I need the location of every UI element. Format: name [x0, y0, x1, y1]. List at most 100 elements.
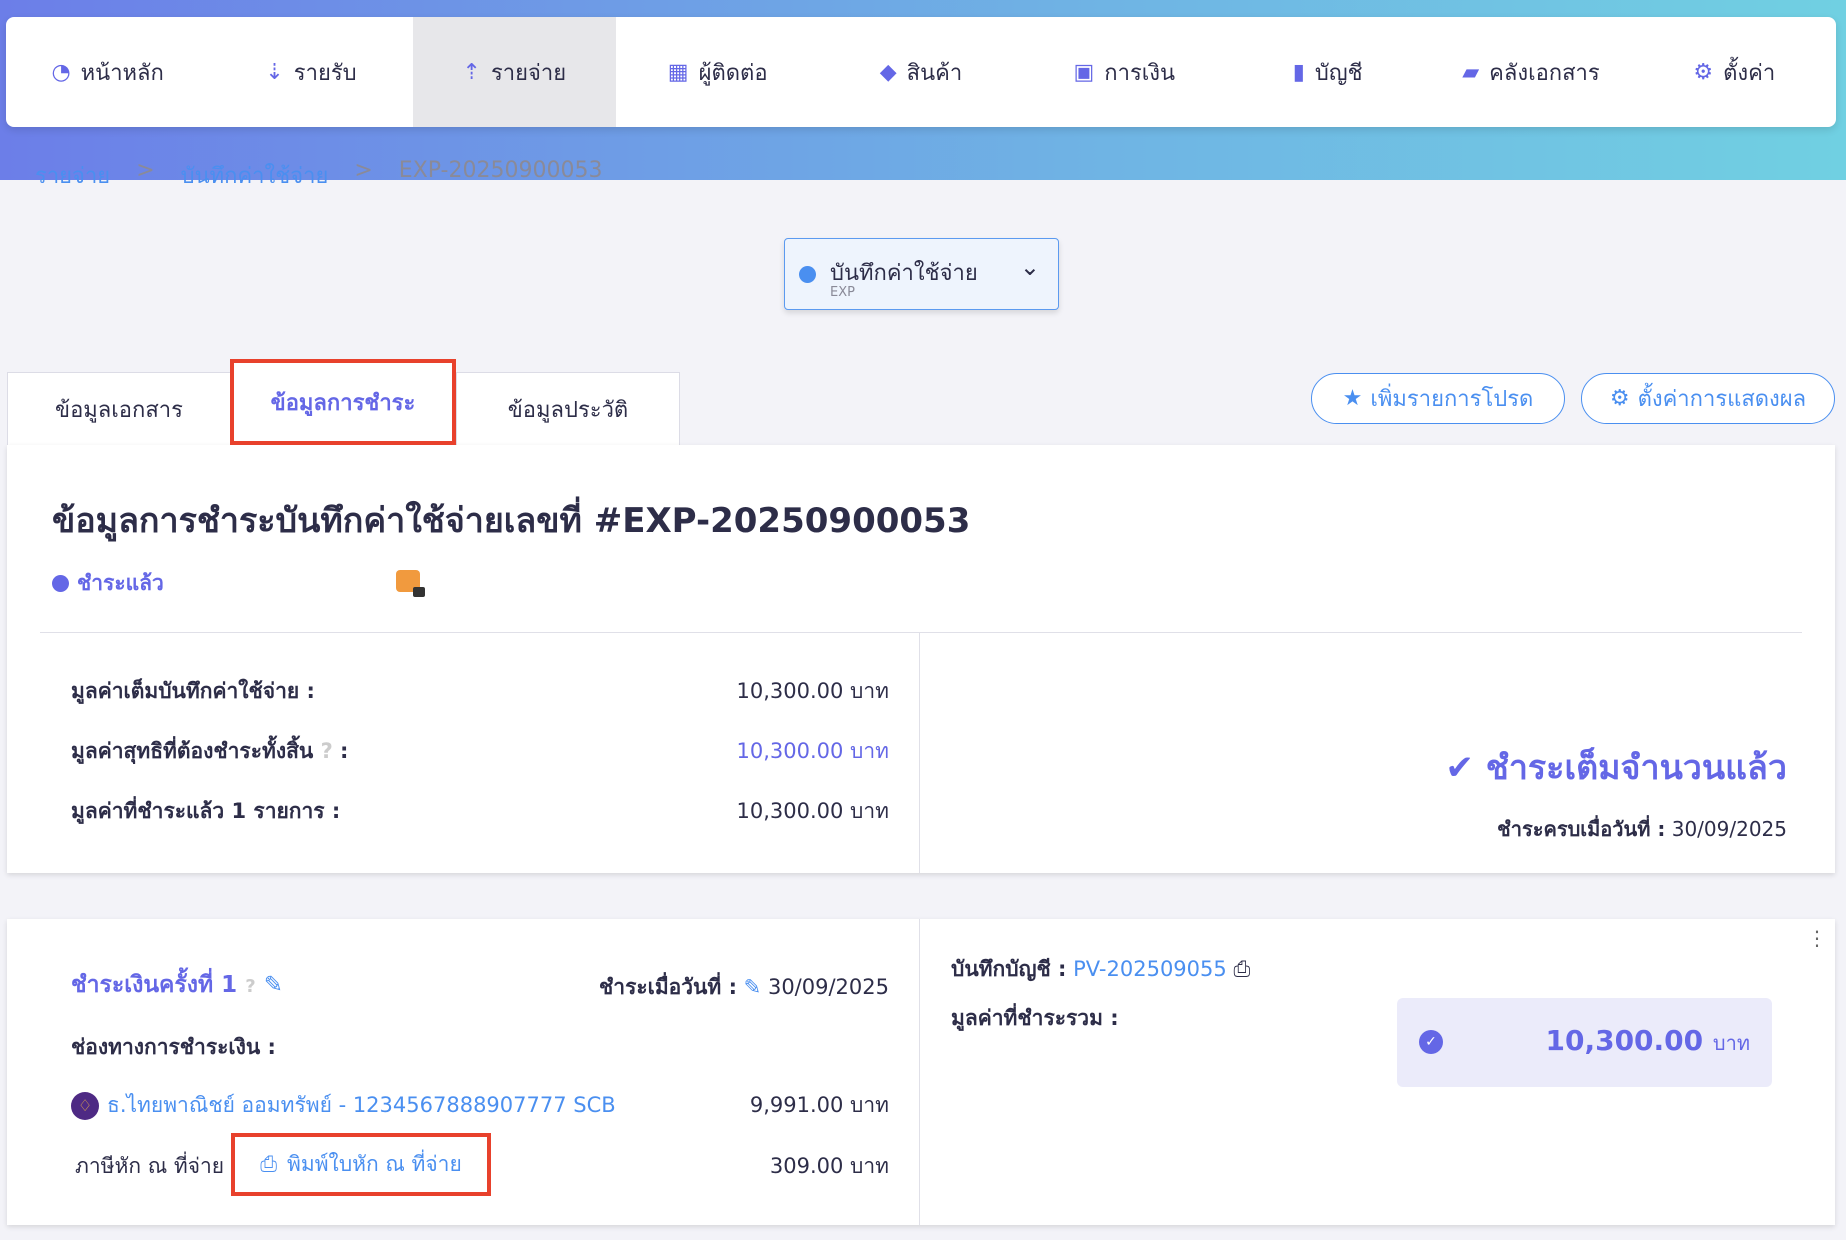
page-title: ข้อมูลการชำระบันทึกค่าใช้จ่ายเลขที่ #EXP…: [52, 501, 971, 541]
breadcrumb-expense[interactable]: รายจ่าย: [35, 164, 111, 189]
nav-label: สินค้า: [906, 60, 963, 86]
nav-expense[interactable]: ⇡ รายจ่าย: [412, 17, 616, 127]
journal-label: บันทึกบัญชี :: [951, 957, 1067, 981]
journal-link[interactable]: PV-202509055: [1073, 957, 1227, 981]
divider: [919, 919, 920, 1225]
summary-rows: มูลค่าเต็มบันทึกค่าใช้จ่าย : 10,300.00 บา…: [71, 675, 889, 855]
expense-icon: ⇡: [462, 59, 481, 85]
nav-label: คลังเอกสาร: [1489, 60, 1600, 86]
more-options-icon[interactable]: ⋮: [1807, 926, 1827, 950]
row-label: มูลค่าเต็มบันทึกค่าใช้จ่าย :: [71, 679, 315, 703]
bank-row: ♢ ธ.ไทยพาณิชย์ ออมทรัพย์ - 12345678889077…: [71, 1089, 889, 1122]
document-type-label: บันทึกค่าใช้จ่าย: [830, 261, 978, 286]
breadcrumb-separator: >: [354, 158, 373, 183]
row-value: 10,300.00 บาท: [736, 679, 889, 703]
nav-products[interactable]: ◆ สินค้า: [819, 17, 1022, 127]
nav-finance[interactable]: ▣ การเงิน: [1023, 17, 1226, 127]
total-amount-value: 10,300.00: [1545, 1024, 1704, 1057]
nav-label: รายจ่าย: [490, 60, 567, 86]
box-icon: ◆: [879, 59, 897, 85]
display-settings-label: ตั้งค่าการแสดงผล: [1637, 387, 1807, 412]
gear-icon: ⚙: [1693, 59, 1714, 85]
lock-icon: [396, 570, 425, 597]
nav-label: รายรับ: [293, 60, 357, 86]
edit-date-icon[interactable]: ✎: [743, 975, 762, 999]
nav-label: การเงิน: [1104, 60, 1176, 86]
nav-contacts[interactable]: ▦ ผู้ติดต่อ: [616, 17, 819, 127]
check-circle-icon: ✓: [1419, 1030, 1443, 1054]
total-amount: 10,300.00 บาท: [1545, 1024, 1750, 1059]
nav-accounting[interactable]: ▮ บัญชี: [1226, 17, 1429, 127]
nav-label: ผู้ติดต่อ: [698, 60, 768, 86]
printer-icon[interactable]: ⎙: [1233, 957, 1251, 981]
breadcrumb-current: EXP-20250900053: [398, 158, 603, 183]
folder-icon: ▰: [1462, 59, 1480, 85]
bank-account-link[interactable]: ธ.ไทยพาณิชย์ ออมทรัพย์ - 123456788890777…: [107, 1093, 616, 1117]
tab-document-info[interactable]: ข้อมูลเอกสาร: [7, 372, 231, 446]
edit-icon[interactable]: ✎: [263, 972, 283, 998]
row-value: 10,300.00 บาท: [736, 739, 889, 763]
printer-icon: ⎙: [260, 1152, 278, 1176]
star-icon: ★: [1342, 386, 1363, 411]
income-icon: ⇣: [265, 59, 284, 85]
payment-summary-card: ข้อมูลการชำระบันทึกค่าใช้จ่ายเลขที่ #EXP…: [7, 445, 1835, 873]
payment-date-label: ชำระเมื่อวันที่ :: [599, 975, 737, 999]
breadcrumb-expense-record[interactable]: บันทึกค่าใช้จ่าย: [180, 164, 329, 189]
total-label: มูลค่าที่ชำระรวม :: [951, 1006, 1119, 1030]
money-icon: ▣: [1073, 59, 1095, 85]
payment-date: ชำระเมื่อวันที่ : ✎ 30/09/2025: [599, 971, 889, 1004]
summary-row: มูลค่าเต็มบันทึกค่าใช้จ่าย : 10,300.00 บา…: [71, 675, 889, 735]
row-label: มูลค่าสุทธิที่ต้องชำระทั้งสิ้น: [71, 739, 314, 763]
status-dot: [799, 266, 816, 283]
journal-entry: บันทึกบัญชี : PV-202509055 ⎙: [951, 953, 1250, 986]
status-badge: ชำระแล้ว: [52, 567, 164, 600]
check-circle-icon: ✔: [1445, 748, 1474, 788]
nav-label: ตั้งค่า: [1723, 60, 1776, 86]
row-label: มูลค่าที่ชำระแล้ว 1 รายการ :: [71, 799, 341, 823]
help-icon[interactable]: ?: [245, 976, 256, 997]
display-settings-button[interactable]: ⚙ ตั้งค่าการแสดงผล: [1581, 373, 1835, 424]
paid-full-label: ชำระเต็มจำนวนแล้ว: [1485, 748, 1787, 788]
main-nav: ◔ หน้าหลัก ⇣ รายรับ ⇡ รายจ่าย ▦ ผู้ติดต่อ ◆ ส…: [6, 17, 1836, 127]
contacts-icon: ▦: [667, 59, 689, 85]
payment-date-value: 30/09/2025: [767, 975, 889, 999]
chevron-down-icon: ⌄: [1019, 253, 1040, 281]
payment-card: ชำระเงินครั้งที่ 1 ? ✎ ชำระเมื่อวันที่ :…: [7, 919, 1835, 1225]
wht-label: ภาษีหัก ณ ที่จ่าย: [75, 1154, 225, 1178]
dashboard-icon: ◔: [51, 59, 71, 85]
print-wht-label: พิมพ์ใบหัก ณ ที่จ่าย: [287, 1152, 462, 1176]
nav-income[interactable]: ⇣ รายรับ: [209, 17, 412, 127]
paid-date-label: ชำระครบเมื่อวันที่ :: [1497, 817, 1666, 841]
total-box: ✓ 10,300.00 บาท: [1397, 998, 1772, 1087]
nav-label: หน้าหลัก: [80, 60, 164, 86]
divider: [40, 632, 1802, 633]
summary-row: มูลค่าที่ชำระแล้ว 1 รายการ : 10,300.00 บา…: [71, 795, 889, 855]
ledger-icon: ▮: [1292, 59, 1305, 85]
nav-settings[interactable]: ⚙ ตั้งค่า: [1633, 17, 1836, 127]
help-icon[interactable]: ?: [320, 739, 333, 763]
payment-title-label: ชำระเงินครั้งที่ 1: [71, 972, 238, 998]
wht-amount: 309.00 บาท: [769, 1154, 889, 1178]
nav-documents[interactable]: ▰ คลังเอกสาร: [1429, 17, 1632, 127]
row-value: 10,300.00 บาท: [736, 799, 889, 823]
payment-channel-label: ช่องทางการชำระเงิน :: [71, 1035, 276, 1059]
paid-full-status: ✔ ชำระเต็มจำนวนแล้ว: [1445, 740, 1787, 794]
document-type-dropdown[interactable]: บันทึกค่าใช้จ่าย EXP ⌄: [784, 238, 1059, 310]
breadcrumb-separator: >: [136, 158, 155, 183]
tab-history[interactable]: ข้อมูลประวัติ: [456, 372, 680, 446]
scb-bank-logo: ♢: [71, 1091, 99, 1120]
tab-payment-info[interactable]: ข้อมูลการชำระ: [230, 359, 456, 445]
add-favorite-button[interactable]: ★ เพิ่มรายการโปรด: [1311, 373, 1565, 424]
nav-label: บัญชี: [1314, 60, 1363, 86]
total-unit: บาท: [1712, 1031, 1750, 1055]
document-type-code: EXP: [830, 285, 855, 300]
payment-title: ชำระเงินครั้งที่ 1 ? ✎: [71, 967, 283, 1003]
nav-home[interactable]: ◔ หน้าหลัก: [6, 17, 209, 127]
summary-row: มูลค่าสุทธิที่ต้องชำระทั้งสิ้น ? :10,300…: [71, 735, 889, 795]
status-label: ชำระแล้ว: [77, 571, 164, 595]
bank-amount: 9,991.00 บาท: [749, 1093, 889, 1117]
paid-date: ชำระครบเมื่อวันที่ : 30/09/2025: [1497, 813, 1787, 845]
print-wht-button[interactable]: ⎙ พิมพ์ใบหัก ณ ที่จ่าย: [231, 1133, 491, 1196]
add-favorite-label: เพิ่มรายการโปรด: [1370, 387, 1534, 412]
gear-icon: ⚙: [1609, 386, 1630, 411]
